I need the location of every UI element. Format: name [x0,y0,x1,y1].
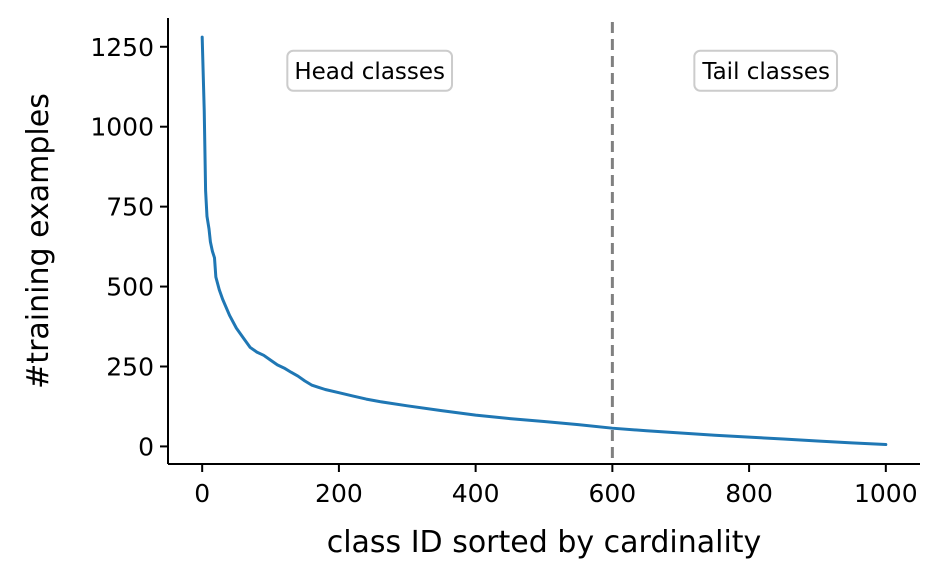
x-tick-label: 600 [589,479,637,508]
annotation-box [286,49,454,92]
annotation-text: Tail classes [701,59,830,85]
y-tick-label: 500 [106,273,154,302]
annotation-box [693,49,839,92]
x-axis-title: class ID sorted by cardinality [327,525,762,560]
annotation-layer: Head classes Tail classes [286,49,839,92]
x-tick-label: 800 [725,479,773,508]
x-tick-label: 0 [194,479,210,508]
y-tick-label: 750 [106,193,154,222]
y-tick-label: 1000 [90,113,154,142]
y-tick-label: 250 [106,352,154,381]
y-ticks: 0 250 500 750 1000 1250 [90,33,168,461]
annotation-label: Head classes [286,49,454,92]
annotation-label: Tail classes [693,49,839,92]
y-tick-label: 0 [138,432,154,461]
series-layer [200,35,888,446]
plot-area: Head classes Tail classes [200,22,888,464]
x-tick-label: 400 [452,479,500,508]
annotation-text: Head classes [294,59,445,85]
axes: 0 200 400 600 800 1000 0 250 500 750 1000 1250 [90,18,920,508]
y-axis-title: #training examples [21,93,56,389]
y-tick-label: 1250 [90,33,154,62]
series-line [200,35,888,446]
x-tick-label: 1000 [854,479,918,508]
x-tick-label: 200 [315,479,363,508]
x-ticks: 0 200 400 600 800 1000 [194,464,918,508]
